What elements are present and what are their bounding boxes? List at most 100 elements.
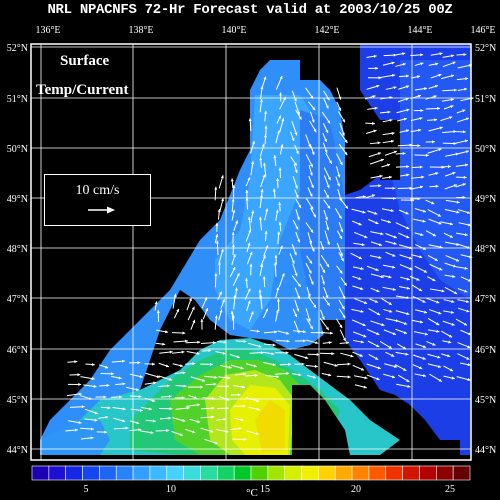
current-vector-head xyxy=(451,376,455,380)
current-vector-head xyxy=(358,256,362,260)
current-vector-head xyxy=(281,118,285,122)
current-vector-head xyxy=(464,87,468,91)
current-vector-head xyxy=(462,183,466,187)
current-vector-head xyxy=(230,178,234,182)
longitude-labels: 136°E 138°E 140°E 142°E 144°E 146°E xyxy=(35,25,495,36)
current-vector-head xyxy=(279,76,283,80)
current-vector-head xyxy=(234,287,238,291)
current-vector-head xyxy=(277,130,280,134)
current-vector-head xyxy=(138,428,142,432)
current-vector-head xyxy=(456,210,460,214)
current-vector-head xyxy=(280,144,284,148)
current-vector-head xyxy=(438,311,442,315)
current-vector-head xyxy=(381,323,385,327)
current-vector-head xyxy=(380,158,384,162)
current-vector-head xyxy=(232,185,236,188)
current-vector-head xyxy=(449,116,453,120)
current-vector-head xyxy=(197,403,201,407)
current-vector-head xyxy=(260,264,264,268)
current-vector-head xyxy=(90,436,94,440)
current-vector-head xyxy=(418,288,423,292)
vector-scale-label: 10 cm/s xyxy=(75,183,120,198)
current-vector-head xyxy=(436,300,440,304)
current-vector-head xyxy=(406,312,410,316)
ocean-region xyxy=(255,400,285,452)
current-vector-head xyxy=(265,208,269,212)
latitude-label-left: 45°N xyxy=(7,395,28,406)
current-vector-head xyxy=(122,407,126,411)
current-vector-head xyxy=(215,234,219,238)
current-vector-head xyxy=(418,128,422,132)
current-vector-head xyxy=(258,344,262,348)
current-vector-head xyxy=(226,384,229,388)
current-vector-head xyxy=(107,406,111,410)
current-vector-head xyxy=(78,420,82,425)
current-vector-head xyxy=(311,119,315,123)
current-vector-head xyxy=(307,318,311,322)
current-vector-head xyxy=(272,188,276,192)
current-vector-head xyxy=(264,110,268,114)
current-vector-head xyxy=(374,299,378,303)
current-vector-head xyxy=(286,331,290,335)
longitude-label: 136°E xyxy=(35,25,60,36)
current-vector-head xyxy=(210,362,213,366)
current-vector-head xyxy=(424,310,428,314)
latitude-label-left: 44°N xyxy=(7,445,28,456)
current-vector-head xyxy=(373,129,377,133)
map-title: NRL NPACNFS 72-Hr Forecast valid at 2003… xyxy=(47,2,453,18)
current-vector-head xyxy=(274,254,278,258)
current-vector-head xyxy=(434,84,439,88)
current-vector-head xyxy=(156,375,160,379)
current-vector-head xyxy=(437,364,442,368)
current-vector-head xyxy=(388,175,392,179)
current-vector-head xyxy=(341,306,345,310)
current-vector-head xyxy=(221,198,225,202)
current-vector-head xyxy=(402,151,406,156)
current-vector-head xyxy=(249,251,253,256)
current-vector-head xyxy=(462,130,466,134)
current-vector-head xyxy=(215,240,219,244)
current-vector-head xyxy=(435,172,439,176)
latitude-label-left: 52°N xyxy=(7,43,28,54)
current-vector-head xyxy=(104,365,109,369)
current-vector-head xyxy=(243,372,247,376)
current-vector-head xyxy=(405,211,409,215)
current-vector-head xyxy=(154,301,158,305)
current-vector-head xyxy=(91,363,95,367)
current-vector-head xyxy=(231,198,235,202)
current-vector-head xyxy=(255,432,259,436)
current-vector-head xyxy=(325,129,329,133)
current-vector-head xyxy=(390,139,394,143)
current-vector-head xyxy=(249,263,253,267)
current-vector-head xyxy=(422,345,427,349)
current-vector-head xyxy=(406,379,410,382)
current-vector-head xyxy=(338,107,342,111)
current-vector-head xyxy=(465,117,469,121)
current-vector-head xyxy=(337,174,341,178)
colorbar-cell xyxy=(31,465,50,481)
current-vector-head xyxy=(168,416,172,420)
current-vector-head xyxy=(169,350,173,354)
current-vector-head xyxy=(310,325,313,330)
current-vector-head xyxy=(260,189,264,193)
current-vector-head xyxy=(311,248,315,252)
current-vector-head xyxy=(250,311,254,315)
latitude-label-right: 51°N xyxy=(475,94,496,105)
current-vector-head xyxy=(247,288,251,292)
current-vector-head xyxy=(256,399,260,403)
current-vector-head xyxy=(416,277,420,281)
current-vector-head xyxy=(342,338,346,342)
current-vector-head xyxy=(194,395,198,399)
colorbar-tick: 5 xyxy=(84,484,89,495)
latitude-label-right: 46°N xyxy=(475,345,496,356)
current-vector-head xyxy=(463,175,467,179)
current-vector-head xyxy=(432,140,435,144)
current-vector-head xyxy=(376,84,380,88)
current-vector-head xyxy=(363,301,368,304)
current-vector-head xyxy=(78,392,82,396)
ocean-region xyxy=(390,60,471,300)
current-vector-head xyxy=(310,281,314,285)
current-vector-head xyxy=(448,340,452,344)
current-vector-head xyxy=(467,345,471,349)
